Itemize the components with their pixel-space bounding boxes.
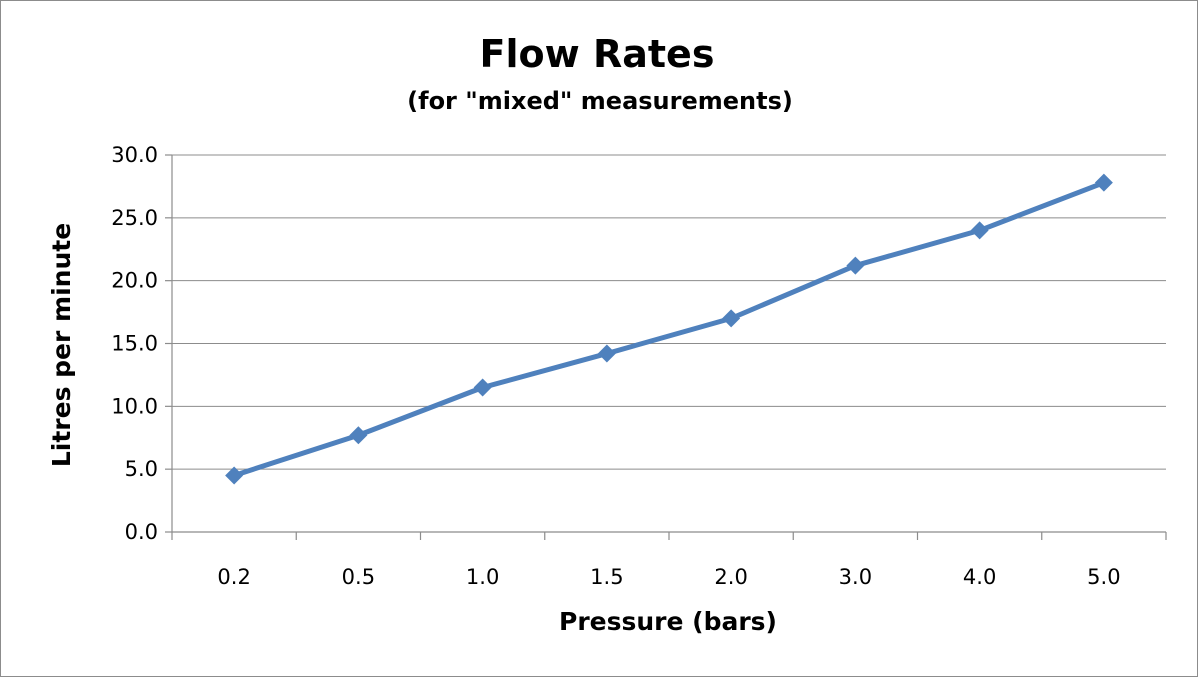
data-point-3: [597, 344, 616, 363]
x-axis-title: Pressure (bars): [559, 607, 777, 636]
y-tick-label-4: 20.0: [111, 269, 158, 293]
data-point-4: [722, 309, 741, 328]
gridlines: [171, 154, 1166, 533]
x-axis-ticks: 0.2 0.5 1.0 1.5 2.0 3.0 4.0 5.0: [171, 532, 1167, 589]
y-tick-label-0: 0.0: [125, 520, 158, 544]
data-point-2: [473, 378, 492, 397]
y-tick-label-2: 10.0: [111, 394, 158, 418]
chart-subtitle: (for "mixed" measurements): [407, 87, 793, 115]
x-tick-label-4: 2.0: [714, 565, 747, 589]
y-axis-ticks: 0.0 5.0 10.0 15.0 20.0 25.0 30.0: [111, 143, 172, 544]
data-point-5: [846, 256, 865, 275]
chart-title: Flow Rates: [480, 32, 715, 76]
x-tick-label-2: 1.0: [466, 565, 499, 589]
y-tick-label-6: 30.0: [111, 143, 158, 167]
data-point-7: [1094, 173, 1113, 192]
x-tick-label-7: 5.0: [1087, 565, 1120, 589]
y-tick-label-3: 15.0: [111, 332, 158, 356]
data-point-6: [970, 221, 989, 240]
x-tick-label-0: 0.2: [217, 565, 250, 589]
x-tick-label-6: 4.0: [963, 565, 996, 589]
x-tick-label-5: 3.0: [839, 565, 872, 589]
x-tick-label-1: 0.5: [342, 565, 375, 589]
y-tick-label-5: 25.0: [111, 206, 158, 230]
x-tick-label-3: 1.5: [590, 565, 623, 589]
series-line-0: [231, 180, 1107, 478]
series-layer: [225, 173, 1113, 485]
y-tick-label-1: 5.0: [125, 457, 158, 481]
data-point-0: [225, 466, 244, 485]
y-axis-title: Litres per minute: [47, 223, 76, 467]
data-point-1: [349, 426, 368, 445]
